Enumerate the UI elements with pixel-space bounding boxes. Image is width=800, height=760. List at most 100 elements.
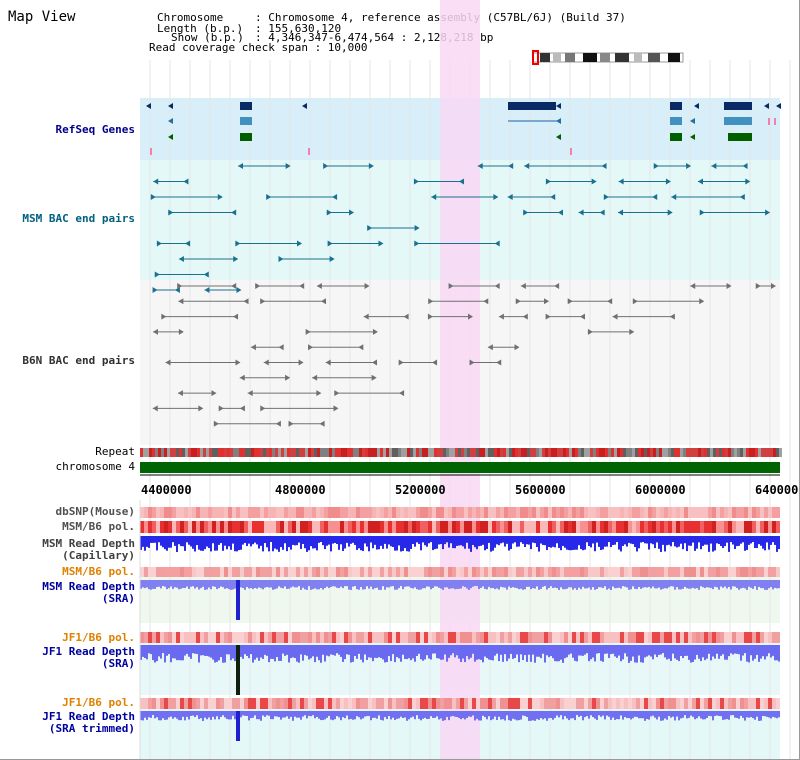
- repeat-segment: [311, 448, 314, 457]
- jf1-trim-depth-bar: [720, 711, 722, 717]
- jf1-depth-bar: [568, 645, 570, 655]
- msm-pol2-cell: [244, 567, 248, 577]
- msm-cap-depth-bar: [206, 536, 208, 547]
- jf1-trim-depth-bar: [604, 711, 606, 720]
- jf1-depth-bar: [168, 645, 170, 655]
- bac-end-arrow: [603, 194, 609, 200]
- jf1-depth-bar: [616, 645, 618, 658]
- msm-cap-depth-bar: [420, 536, 422, 551]
- jf1-depth-bar: [546, 645, 548, 656]
- repeat-segment: [443, 448, 446, 457]
- jf1-trim-depth-bar: [656, 711, 658, 720]
- repeat-segment: [320, 448, 323, 457]
- repeat-segment: [392, 448, 395, 457]
- bac-end-arrow: [178, 328, 184, 335]
- msm-cap-depth-bar: [488, 536, 490, 543]
- dbsnp-cell: [180, 507, 184, 518]
- msm-sra-depth-bar: [772, 580, 774, 590]
- msm-pol-cell: [748, 521, 752, 533]
- jf1-pol2-cell: [660, 698, 664, 709]
- repeat-segment: [275, 448, 278, 457]
- msm-cap-depth-bar: [708, 536, 710, 552]
- msm-cap-depth-bar: [412, 536, 414, 544]
- jf1-trim-depth-bar: [620, 711, 622, 716]
- jf1-depth-label: JF1 Read Depth: [42, 645, 135, 658]
- bac-end-arrow: [185, 240, 191, 247]
- msm-sra-depth-bar: [214, 580, 216, 587]
- jf1-pol2-cell: [764, 698, 768, 709]
- jf1-pol-cell: [356, 632, 360, 643]
- msm-pol-cell: [628, 521, 632, 533]
- jf1-trim-depth-bar: [192, 711, 194, 716]
- jf1-depth-bar: [530, 645, 532, 662]
- repeat-segment: [587, 448, 590, 457]
- msm-pol-cell: [580, 521, 584, 533]
- jf1-trim-depth-bar: [652, 711, 654, 716]
- jf1-depth-bar: [344, 645, 346, 660]
- msm-sra-depth-bar: [604, 580, 606, 587]
- msm-pol-cell: [140, 521, 144, 533]
- msm-pol2-cell: [152, 567, 156, 577]
- repeat-segment: [497, 448, 500, 457]
- repeat-segment: [272, 448, 275, 457]
- msm-pol-cell: [244, 521, 248, 533]
- msm-cap-depth-bar: [178, 536, 180, 545]
- bac-end-arrow: [156, 240, 162, 247]
- jf1-trim-depth-bar: [252, 711, 254, 718]
- msm-cap-depth-bar: [608, 536, 610, 543]
- jf1-pol2-cell: [264, 698, 268, 709]
- jf1-depth-bar: [416, 645, 418, 657]
- msm-pol2-cell: [280, 567, 284, 577]
- bac-end-arrow: [250, 344, 256, 351]
- dbsnp-cell: [148, 507, 152, 518]
- msm-sra-depth-bar: [372, 580, 374, 590]
- msm-pol-cell: [592, 521, 596, 533]
- jf1-trim-depth-bar: [316, 711, 318, 717]
- jf1-depth-bar: [760, 645, 762, 659]
- msm-sra-depth-bar: [348, 580, 350, 590]
- jf1-trim-depth-bar: [660, 711, 662, 721]
- msm-pol-cell: [188, 521, 192, 533]
- repeat-segment: [533, 448, 536, 457]
- jf1-pol2-cell: [248, 698, 252, 709]
- msm-cap-depth-bar: [300, 536, 302, 549]
- msm-pol2-cell: [208, 567, 212, 577]
- msm-cap-depth-bar: [224, 536, 226, 546]
- msm-cap-depth-bar: [714, 536, 716, 551]
- msm-sra-depth-bar: [712, 580, 714, 590]
- jf1-depth-bar: [276, 645, 278, 658]
- msm-pol-cell: [716, 521, 720, 533]
- jf1-pol-cell: [736, 632, 740, 643]
- msm-sra-depth-bar: [432, 580, 434, 589]
- jf1-trim-depth-bar: [486, 711, 488, 720]
- msm-sra-depth-bar: [150, 580, 152, 590]
- jf1-depth-bar: [672, 645, 674, 654]
- msm-sra-depth-bar: [326, 580, 328, 587]
- msm-sra-depth-bar: [514, 580, 516, 588]
- msm-cap-depth-bar: [270, 536, 272, 543]
- jf1-trim-depth-bar: [668, 711, 670, 716]
- msm-pol-cell: [192, 521, 196, 533]
- jf1-pol-cell: [424, 632, 428, 643]
- repeat-segment: [551, 448, 554, 457]
- msm-sra-depth-bar: [404, 580, 406, 587]
- msm-cap-depth-bar: [408, 536, 410, 552]
- msm-cap-depth-bar: [766, 536, 768, 543]
- jf1-depth-bar: [458, 645, 460, 659]
- bac-end-arrow: [403, 313, 409, 320]
- jf1-depth-bar: [508, 645, 510, 659]
- msm-cap-depth-bar: [618, 536, 620, 550]
- msm-pol-cell: [300, 521, 304, 533]
- msm-pol2-cell: [704, 567, 708, 577]
- jf1-pol-cell: [364, 632, 368, 643]
- jf1-pol-cell: [236, 632, 240, 643]
- jf1-depth-bar: [680, 645, 682, 656]
- jf1-pol2-cell: [392, 698, 396, 709]
- msm-cap-depth-bar: [604, 536, 606, 547]
- msm-sra-depth-bar: [296, 580, 298, 588]
- msm-sra-depth-bar: [510, 580, 512, 588]
- dbsnp-cell: [368, 507, 372, 518]
- msm-sra-depth-bar: [282, 580, 284, 589]
- msm-cap-depth-bar: [470, 536, 472, 552]
